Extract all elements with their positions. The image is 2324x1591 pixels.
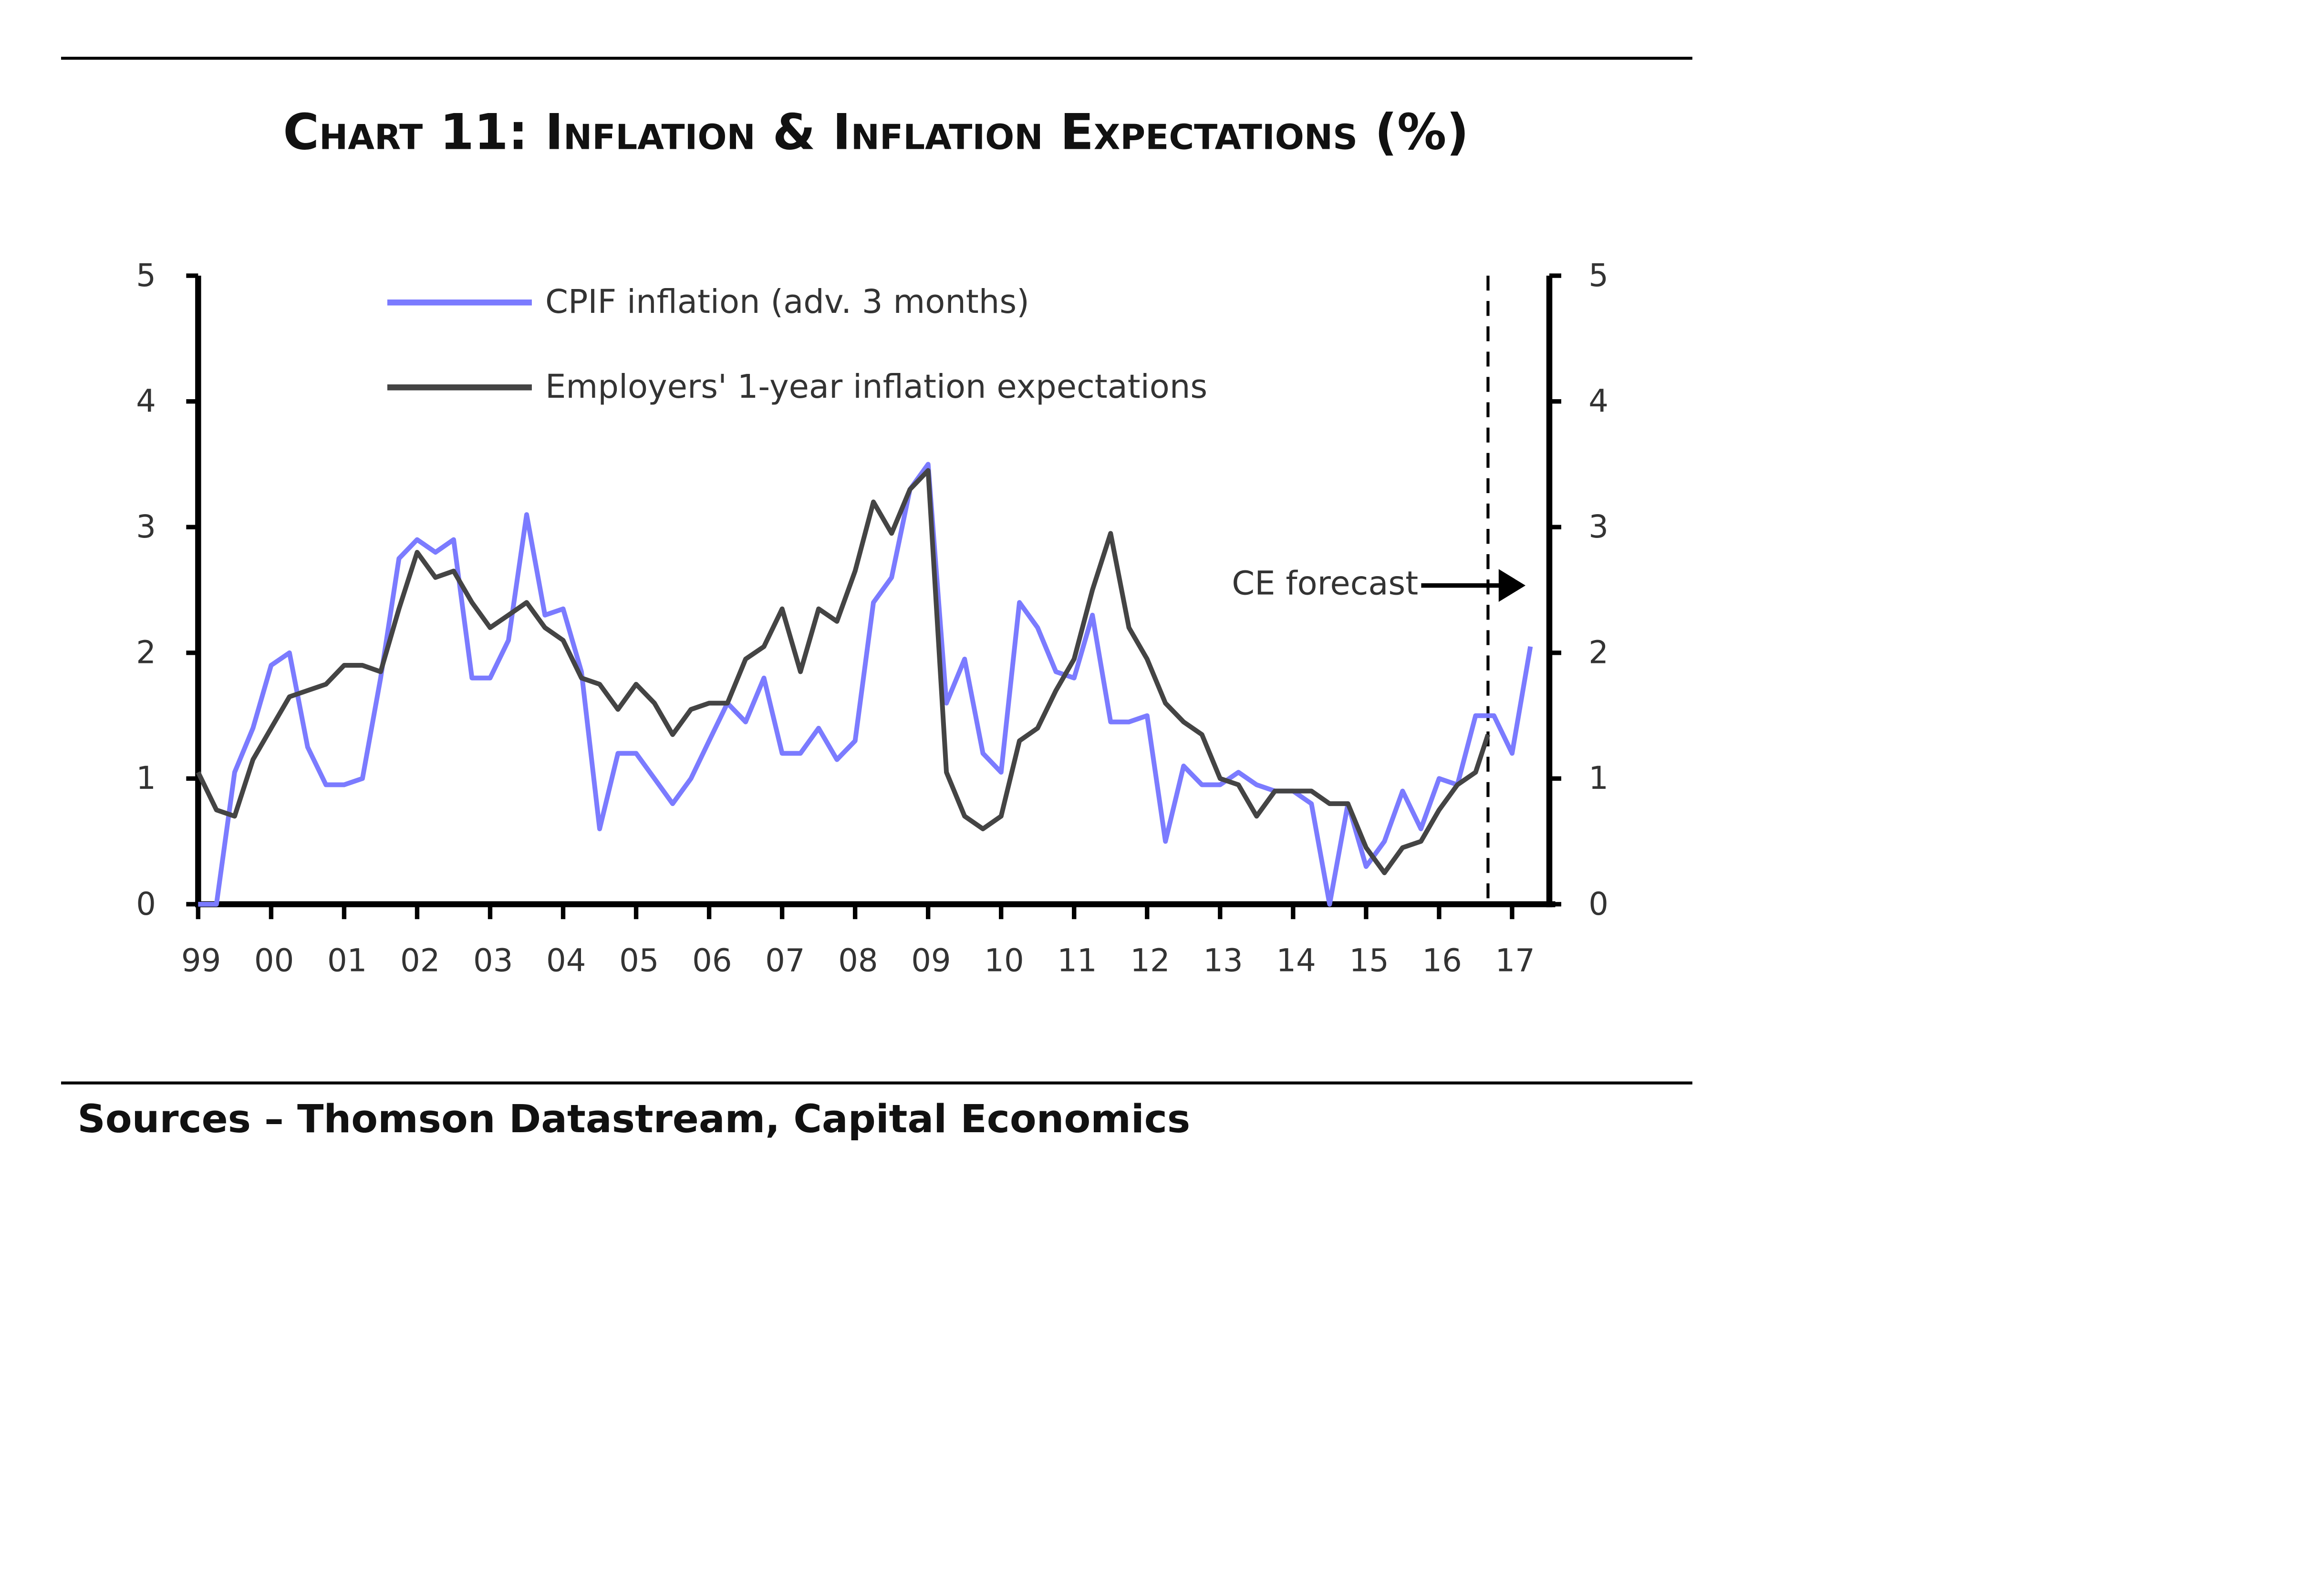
y-tick-label: 0 xyxy=(136,886,156,922)
x-tick-label: 13 xyxy=(1203,943,1243,979)
x-tick-label: 10 xyxy=(984,943,1024,979)
forecast-label: CE forecast xyxy=(1232,564,1418,602)
y-tick-label: 5 xyxy=(136,258,156,294)
x-tick-label: 99 xyxy=(181,943,221,979)
x-tick-label: 03 xyxy=(473,943,513,979)
y2-tick-label: 5 xyxy=(1588,258,1608,294)
x-tick-label: 12 xyxy=(1130,943,1170,979)
forecast-arrow-icon xyxy=(1498,569,1526,602)
x-tick-label: 00 xyxy=(254,943,294,979)
x-tick-label: 05 xyxy=(619,943,659,979)
x-tick-label: 16 xyxy=(1422,943,1462,979)
x-tick-label: 17 xyxy=(1495,943,1535,979)
legend-label: Employers' 1-year inflation expectations xyxy=(545,368,1207,406)
y-tick-label: 2 xyxy=(136,635,156,671)
y2-tick-label: 1 xyxy=(1588,760,1608,796)
y2-tick-label: 3 xyxy=(1588,509,1608,545)
y2-tick-label: 0 xyxy=(1588,886,1608,922)
series-line-employers-expectations xyxy=(196,468,1491,876)
source-note: Sources – Thomson Datastream, Capital Ec… xyxy=(77,1097,1190,1142)
y2-tick-label: 2 xyxy=(1588,635,1608,671)
chart-title: Chart 11: Inflation & Inflation Expectat… xyxy=(283,104,1469,161)
x-tick-label: 02 xyxy=(400,943,440,979)
x-tick-label: 11 xyxy=(1057,943,1097,979)
x-tick-label: 07 xyxy=(765,943,805,979)
y-tick-label: 3 xyxy=(136,509,156,545)
x-tick-label: 01 xyxy=(327,943,367,979)
x-tick-label: 15 xyxy=(1349,943,1389,979)
series-line-cpif xyxy=(198,462,1533,907)
x-tick-label: 14 xyxy=(1276,943,1316,979)
y2-tick-label: 4 xyxy=(1588,383,1608,419)
legend-label: CPIF inflation (adv. 3 months) xyxy=(545,283,1029,321)
x-tick-label: 06 xyxy=(692,943,732,979)
x-tick-label: 08 xyxy=(838,943,878,979)
x-tick-label: 09 xyxy=(911,943,951,979)
y-tick-label: 4 xyxy=(136,383,156,419)
y-tick-label: 1 xyxy=(136,760,156,796)
x-tick-label: 04 xyxy=(546,943,586,979)
